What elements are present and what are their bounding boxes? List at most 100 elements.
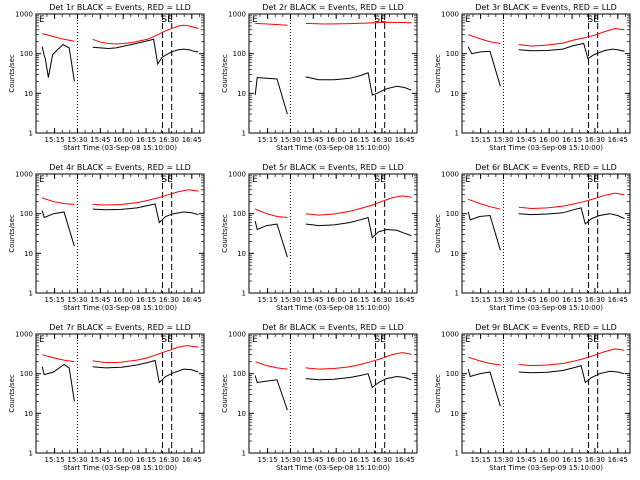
x-tick-label: 16:15: [349, 136, 369, 144]
x-tick-label: 15:15: [45, 456, 65, 464]
x-tick-label: 16:45: [608, 456, 628, 464]
y-tick-label: 1000: [15, 331, 33, 339]
flag-label: E: [465, 335, 471, 345]
y-tick-label: 10: [450, 410, 459, 418]
x-tick-label: 16:00: [539, 456, 559, 464]
x-tick-label: 15:30: [280, 136, 300, 144]
y-tick-label: 10: [24, 250, 33, 258]
chart-panel-9: Det 9r BLACK = Events, RED = LLD 1 10 100 10…: [434, 323, 631, 472]
y-axis-label: Counts/sec: [221, 214, 229, 253]
series-line: [41, 43, 75, 82]
x-tick-label: 15:15: [258, 456, 278, 464]
chart-panel-7: Det 7r BLACK = Events, RED = LLD 1 10 100 10…: [8, 323, 205, 472]
x-tick-label: 16:15: [136, 296, 156, 304]
y-tick-label: 10: [24, 410, 33, 418]
series-line: [255, 22, 288, 26]
x-tick-label: 16:15: [136, 456, 156, 464]
series-line: [92, 359, 199, 384]
chart-title: Det 9r BLACK = Events, RED = LLD: [475, 323, 617, 332]
x-tick-label: 15:15: [258, 136, 278, 144]
y-tick-label: 100: [233, 210, 246, 218]
x-tick-label: 16:15: [349, 456, 369, 464]
y-axis-label: Counts/sec: [221, 374, 229, 413]
flag-label: SE: [374, 15, 386, 25]
flag-label: E: [465, 175, 471, 185]
series-line: [254, 375, 288, 411]
plot-frame: [461, 13, 631, 134]
x-tick-label: 16:30: [159, 456, 179, 464]
x-tick-label: 15:30: [493, 296, 513, 304]
series-line: [518, 207, 625, 225]
series-line: [518, 348, 625, 367]
y-tick-label: 1: [242, 130, 246, 138]
y-tick-label: 100: [446, 370, 459, 378]
series-line: [92, 24, 199, 45]
y-tick-label: 100: [446, 210, 459, 218]
chart-panel-6: Det 6r BLACK = Events, RED = LLD 1 10 100 10…: [434, 163, 631, 312]
y-tick-label: 1: [29, 290, 33, 298]
x-tick-label: 15:45: [90, 456, 110, 464]
x-tick-label: 15:15: [45, 296, 65, 304]
flag-label: SE: [374, 175, 386, 185]
flag-label: E: [252, 15, 258, 25]
plot-frame: [461, 173, 631, 294]
chart-panel-3: Det 3r BLACK = Events, RED = LLD 1 10 100 10…: [434, 3, 631, 152]
x-tick-label: 15:15: [471, 136, 491, 144]
series-line: [305, 21, 412, 25]
x-axis-label: Start Time (03-Sep-08 15:10:00): [489, 304, 603, 312]
plot-frame: [35, 13, 205, 134]
x-axis-label: Start Time (03-Sep-08 15:10:00): [63, 464, 177, 472]
series-line: [92, 203, 199, 224]
chart-panel-5: Det 5r BLACK = Events, RED = LLD 1 10 100 10…: [221, 163, 418, 312]
x-tick-label: 16:45: [395, 296, 415, 304]
x-axis-label: Start Time (03-Sep-08 15:10:00): [489, 144, 603, 152]
y-axis-label: Counts/sec: [221, 54, 229, 93]
series-line: [468, 198, 501, 210]
x-tick-label: 16:45: [608, 296, 628, 304]
flag-label: E: [39, 175, 45, 185]
chart-title: Det 2r BLACK = Events, RED = LLD: [262, 3, 404, 12]
x-tick-label: 16:15: [562, 296, 582, 304]
x-tick-label: 16:45: [182, 456, 202, 464]
plot-frame: [461, 333, 631, 454]
y-tick-label: 1000: [441, 11, 459, 19]
flag-label: SE: [587, 335, 599, 345]
series-line: [254, 76, 288, 115]
series-line: [305, 195, 412, 216]
y-tick-label: 100: [233, 50, 246, 58]
x-tick-label: 15:15: [45, 136, 65, 144]
x-tick-label: 15:45: [303, 456, 323, 464]
chart-title: Det 4r BLACK = Events, RED = LLD: [49, 163, 191, 172]
y-tick-label: 1000: [441, 331, 459, 339]
y-tick-label: 1000: [15, 11, 33, 19]
x-tick-label: 15:45: [303, 296, 323, 304]
x-axis-label: Start Time (03-Sep-08 15:10:00): [63, 144, 177, 152]
chart-title: Det 8r BLACK = Events, RED = LLD: [262, 323, 404, 332]
x-tick-label: 16:15: [349, 296, 369, 304]
y-tick-label: 1: [242, 290, 246, 298]
series-line: [41, 210, 75, 247]
y-tick-label: 1000: [441, 171, 459, 179]
series-line: [255, 208, 288, 218]
chart-panel-4: Det 4r BLACK = Events, RED = LLD 1 10 100 10…: [8, 163, 205, 312]
x-tick-label: 15:30: [493, 456, 513, 464]
chart-panel-2: Det 2r BLACK = Events, RED = LLD 1 10 100 10…: [221, 3, 418, 152]
chart-title: Det 7r BLACK = Events, RED = LLD: [49, 323, 191, 332]
y-tick-label: 1: [29, 130, 33, 138]
y-tick-label: 100: [233, 370, 246, 378]
x-tick-label: 16:30: [372, 136, 392, 144]
x-tick-label: 16:00: [539, 136, 559, 144]
y-axis-label: Counts/sec: [434, 374, 442, 413]
y-tick-label: 1000: [15, 171, 33, 179]
y-tick-label: 1000: [228, 11, 246, 19]
series-line: [467, 46, 501, 87]
y-tick-label: 1000: [228, 331, 246, 339]
y-tick-label: 100: [20, 370, 33, 378]
plot-frame: [35, 333, 205, 454]
series-line: [518, 364, 625, 384]
flag-label: E: [465, 15, 471, 25]
x-tick-label: 15:30: [67, 456, 87, 464]
flag-label: E: [39, 335, 45, 345]
series-line: [468, 356, 501, 366]
x-tick-label: 16:00: [539, 296, 559, 304]
